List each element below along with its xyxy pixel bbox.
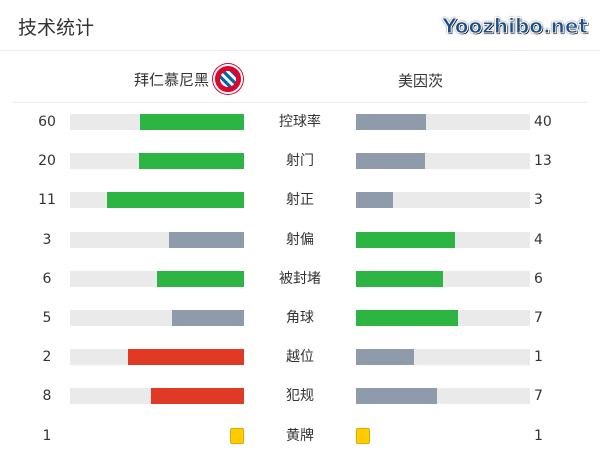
home-bar-track bbox=[70, 153, 244, 170]
divider bbox=[0, 50, 600, 51]
away-bar bbox=[356, 388, 438, 405]
away-team: 美因茨 bbox=[398, 70, 443, 91]
stat-row: 3 射偏 4 bbox=[0, 230, 600, 250]
divider bbox=[12, 102, 588, 103]
away-value: 13 bbox=[534, 153, 552, 170]
stat-label: 射门 bbox=[286, 153, 314, 170]
stat-label: 越位 bbox=[286, 349, 314, 366]
home-bar-track bbox=[70, 388, 244, 405]
away-bar bbox=[356, 153, 425, 170]
stat-row: 1 黄牌 1 bbox=[0, 426, 600, 446]
away-bar-track bbox=[356, 270, 530, 287]
home-bar bbox=[157, 270, 244, 287]
away-bar bbox=[356, 349, 414, 366]
away-value: 7 bbox=[534, 388, 543, 405]
away-bar-track bbox=[356, 231, 530, 248]
home-bar-track bbox=[70, 114, 244, 130]
stat-label: 黄牌 bbox=[286, 427, 314, 444]
away-bar bbox=[356, 310, 458, 326]
stat-row: 2 越位 1 bbox=[0, 347, 600, 367]
home-bar-track bbox=[70, 231, 244, 248]
stat-row: 11 射正 3 bbox=[0, 190, 600, 210]
home-bar bbox=[107, 192, 244, 209]
home-bar-track bbox=[70, 310, 244, 326]
stat-row: 8 犯规 7 bbox=[0, 386, 600, 406]
away-value: 40 bbox=[534, 114, 552, 130]
home-value: 11 bbox=[38, 192, 56, 209]
away-bar bbox=[356, 114, 426, 130]
away-value: 1 bbox=[534, 349, 543, 366]
away-bar-track bbox=[356, 114, 530, 130]
away-bar bbox=[356, 231, 456, 248]
stat-label: 控球率 bbox=[279, 114, 321, 130]
home-bar bbox=[138, 153, 244, 170]
home-bar-track bbox=[70, 270, 244, 287]
home-value: 8 bbox=[42, 388, 52, 405]
stat-row: 6 被封堵 6 bbox=[0, 269, 600, 289]
away-bar-track bbox=[356, 310, 530, 326]
stat-row: 5 角球 7 bbox=[0, 308, 600, 328]
away-bar-track bbox=[356, 192, 530, 209]
home-value: 5 bbox=[42, 310, 52, 326]
home-bar-track bbox=[70, 349, 244, 366]
home-bar bbox=[151, 388, 244, 405]
home-team-name: 拜仁慕尼黑 bbox=[134, 70, 210, 89]
home-bar bbox=[169, 231, 244, 248]
home-bar-track bbox=[70, 192, 244, 209]
watermark: Yoozhibo.net bbox=[442, 14, 589, 39]
home-bar bbox=[128, 349, 244, 366]
away-bar-track bbox=[356, 153, 530, 170]
away-value: 3 bbox=[534, 192, 543, 209]
stat-label: 角球 bbox=[286, 310, 314, 326]
away-value: 1 bbox=[534, 427, 543, 444]
away-bar bbox=[356, 270, 443, 287]
stat-label: 被封堵 bbox=[279, 270, 321, 287]
stat-row: 60 控球率 40 bbox=[0, 112, 600, 132]
away-bar-track bbox=[356, 349, 530, 366]
home-value: 6 bbox=[42, 270, 52, 287]
home-value: 60 bbox=[38, 114, 56, 130]
stat-label: 射正 bbox=[286, 192, 314, 209]
stat-row: 20 射门 13 bbox=[0, 151, 600, 171]
page-title: 技术统计 bbox=[18, 17, 95, 39]
away-team-name: 美因茨 bbox=[398, 72, 444, 90]
home-value: 3 bbox=[42, 231, 52, 248]
home-value: 1 bbox=[42, 427, 52, 444]
away-value: 4 bbox=[534, 231, 543, 248]
yellow-card-icon bbox=[356, 427, 370, 444]
stat-label: 犯规 bbox=[286, 388, 314, 405]
away-bar bbox=[356, 192, 394, 209]
home-bar bbox=[139, 114, 244, 130]
away-value: 6 bbox=[534, 270, 543, 287]
home-bar bbox=[171, 310, 244, 326]
away-value: 7 bbox=[534, 310, 543, 326]
home-value: 20 bbox=[38, 153, 56, 170]
home-team: 拜仁慕尼黑 bbox=[134, 64, 244, 94]
home-value: 2 bbox=[42, 349, 52, 366]
fc-bayern-logo-icon bbox=[213, 64, 244, 94]
yellow-card-icon bbox=[230, 427, 244, 444]
stat-label: 射偏 bbox=[286, 231, 314, 248]
away-bar-track bbox=[356, 388, 530, 405]
